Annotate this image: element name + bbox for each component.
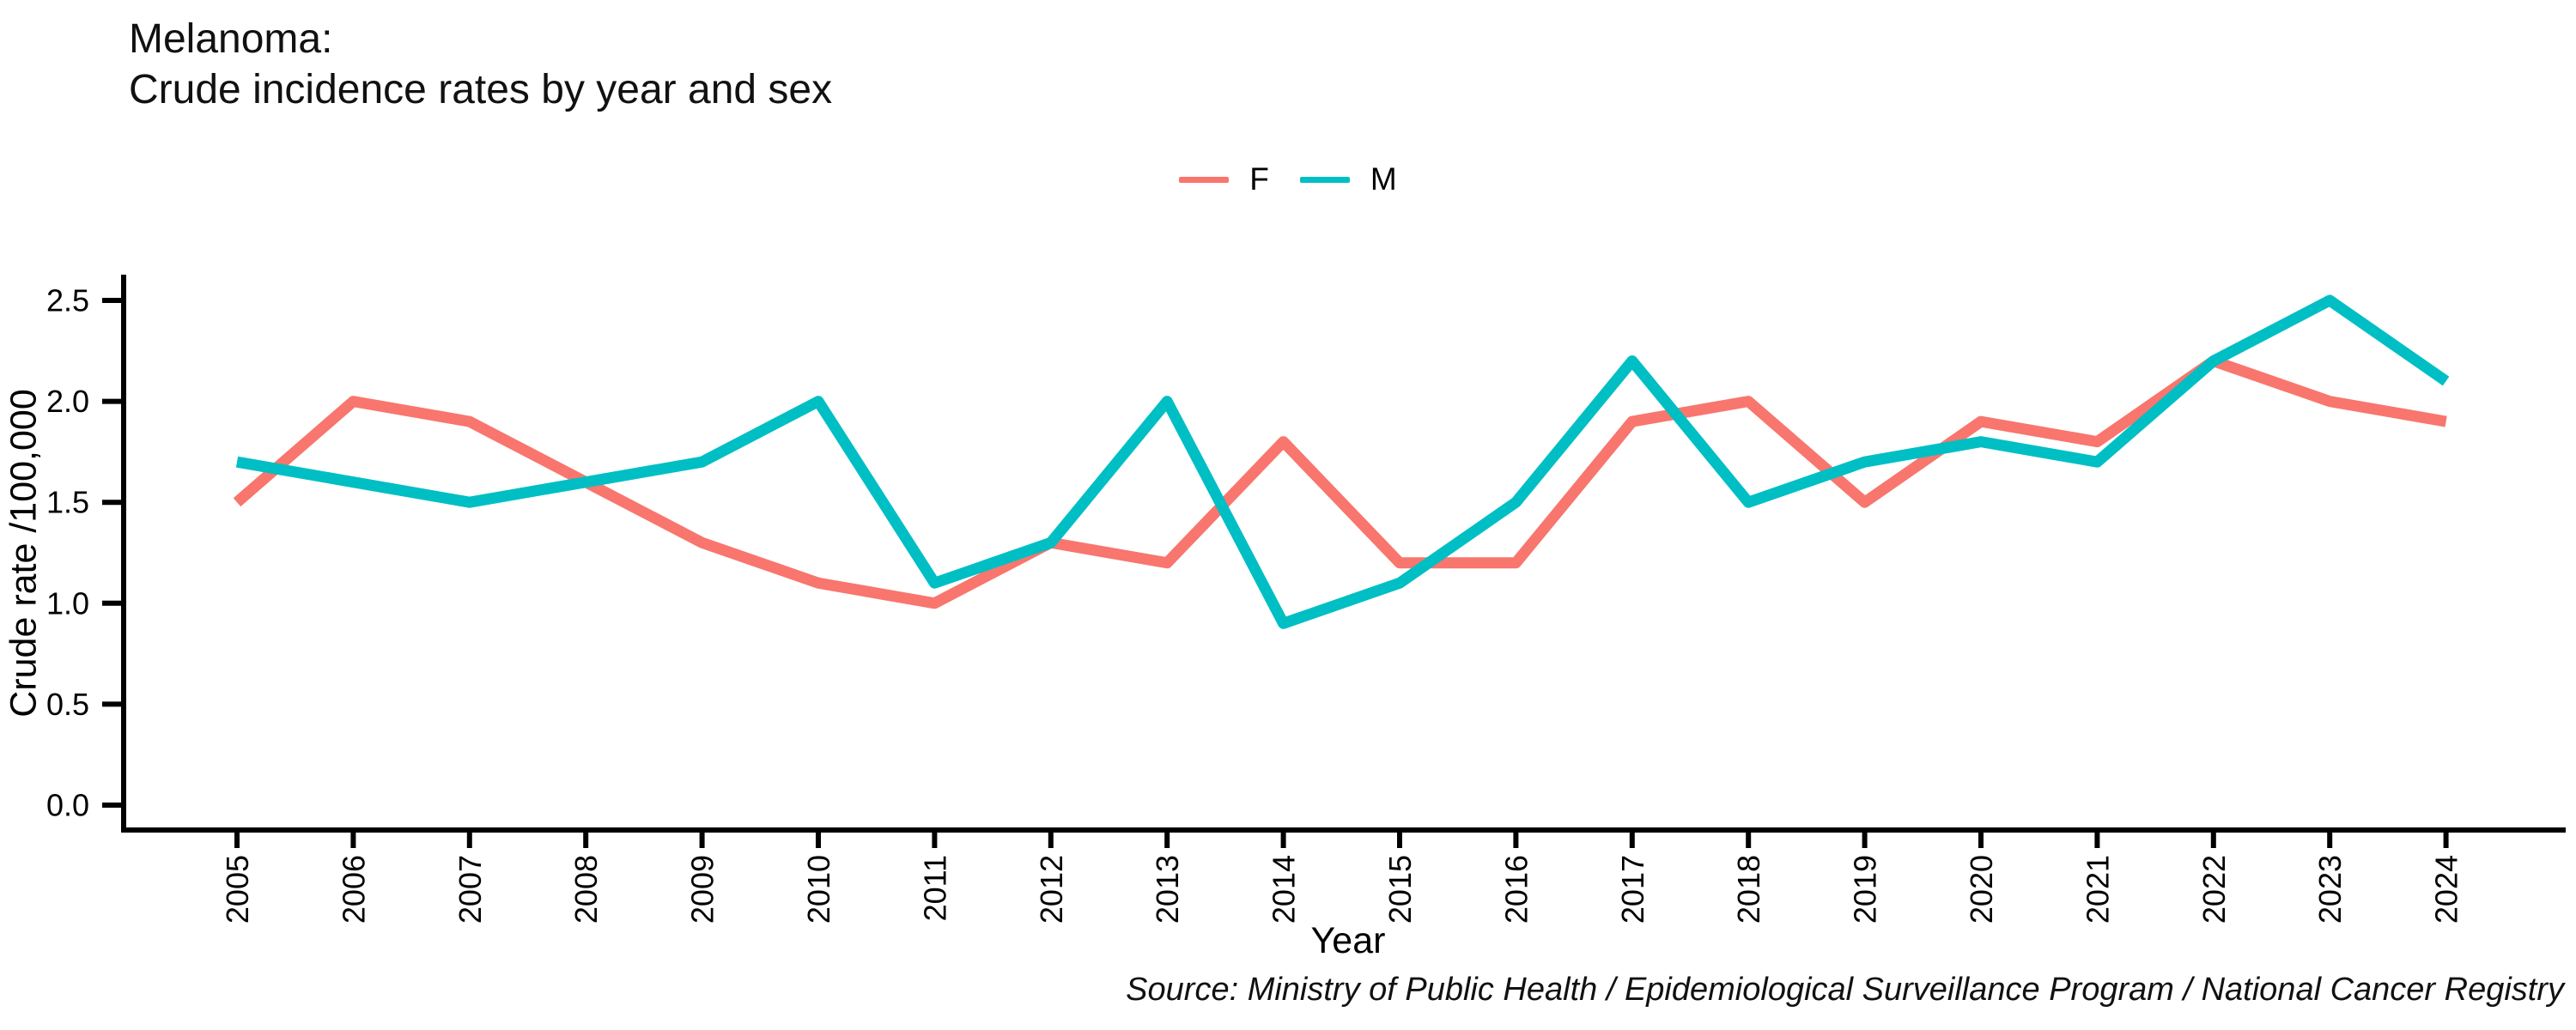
x-tick-label: 2022 — [2196, 855, 2232, 924]
y-tick-label: 1.5 — [46, 485, 89, 520]
x-tick-label: 2024 — [2429, 855, 2464, 924]
x-tick-label: 2017 — [1615, 855, 1650, 924]
x-tick-label: 2011 — [917, 855, 952, 921]
legend-key-m — [1299, 176, 1350, 183]
x-tick-label: 2020 — [1964, 855, 1999, 924]
legend-label-m: M — [1370, 161, 1397, 197]
x-tick-label: 2013 — [1150, 855, 1185, 924]
x-tick-label: 2023 — [2312, 855, 2348, 924]
y-tick-label: 0.5 — [46, 687, 89, 722]
series-line-F — [233, 355, 2447, 609]
legend-item-f: F — [1179, 161, 1269, 197]
x-tick-label: 2021 — [2080, 855, 2115, 924]
x-axis-title: Year — [1310, 920, 1386, 961]
x-tick-label: 2016 — [1498, 855, 1534, 924]
chart-title-line2: Crude incidence rates by year and sex — [129, 67, 833, 112]
x-tick-label: 2014 — [1267, 855, 1302, 924]
legend-label-f: F — [1249, 161, 1269, 197]
x-tick-label: 2007 — [453, 855, 488, 924]
series-line-M — [235, 294, 2450, 629]
x-tick-label: 2019 — [1848, 855, 1883, 924]
x-tick-label: 2008 — [568, 855, 604, 924]
legend-key-f — [1179, 176, 1230, 183]
x-tick-label: 2005 — [220, 855, 255, 924]
x-tick-label: 2018 — [1731, 855, 1766, 924]
y-tick-label: 2.0 — [46, 384, 89, 419]
legend-item-m: M — [1299, 161, 1397, 197]
y-tick-label: 0.0 — [46, 788, 89, 823]
chart-title-line1: Melanoma: — [129, 16, 333, 62]
x-tick-label: 2009 — [685, 855, 720, 924]
x-tick-label: 2012 — [1034, 855, 1069, 924]
y-axis-title: Crude rate /100,000 — [3, 389, 45, 718]
x-tick-label: 2015 — [1382, 855, 1418, 924]
x-tick-label: 2010 — [801, 855, 836, 924]
y-tick-label: 2.5 — [46, 283, 89, 318]
source-note: Source: Ministry of Public Health / Epid… — [1126, 972, 2564, 1008]
chart-title: Melanoma: Crude incidence rates by year … — [129, 14, 832, 115]
x-tick-label: 2006 — [336, 855, 371, 924]
y-tick-label: 1.0 — [46, 585, 89, 621]
legend: F M — [0, 161, 2576, 197]
